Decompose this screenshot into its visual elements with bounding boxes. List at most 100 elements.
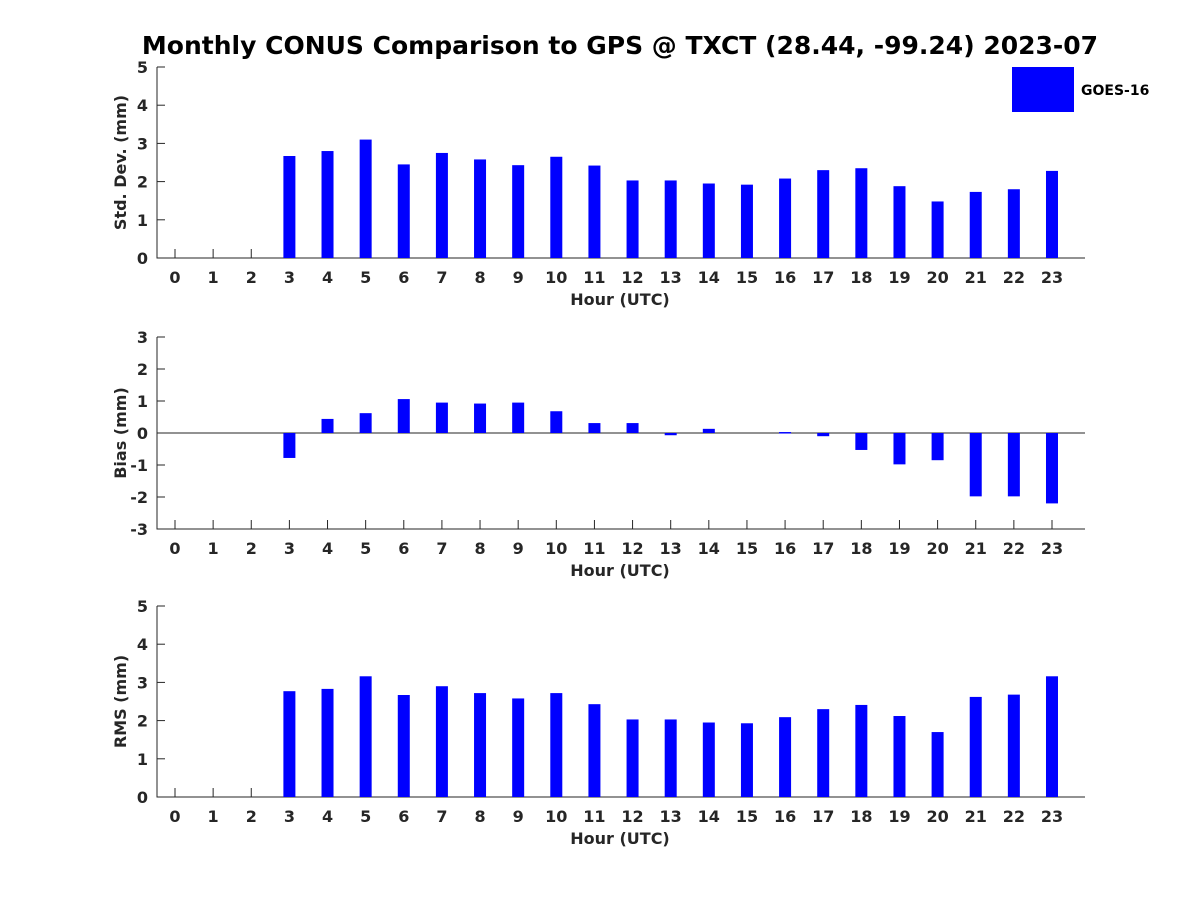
bar-hour-20: [931, 433, 944, 461]
x-tick-label: 21: [965, 268, 987, 287]
y-tick-label: 2: [137, 360, 148, 379]
x-axis-label: Hour (UTC): [570, 561, 670, 580]
y-tick-label: 1: [137, 392, 148, 411]
bar-hour-4: [321, 688, 334, 797]
x-tick-label: 3: [284, 807, 295, 826]
x-tick-label: 15: [736, 268, 758, 287]
x-tick-label: 11: [583, 539, 605, 558]
y-tick-label: -2: [130, 488, 148, 507]
y-tick-label: 4: [137, 635, 148, 654]
bar-hour-15: [740, 184, 753, 258]
bar-hour-16: [779, 432, 792, 434]
x-tick-label: 21: [965, 807, 987, 826]
bar-hour-5: [359, 139, 372, 258]
bar-hour-7: [435, 152, 448, 258]
bar-hour-14: [702, 428, 715, 433]
bar-hour-14: [702, 183, 715, 258]
y-tick-label: 1: [137, 750, 148, 769]
x-tick-label: 6: [398, 539, 409, 558]
chart-title: Monthly CONUS Comparison to GPS @ TXCT (…: [142, 31, 1098, 60]
x-axis-label: Hour (UTC): [570, 290, 670, 309]
x-tick-label: 1: [208, 539, 219, 558]
bar-hour-20: [931, 201, 944, 258]
bar-hour-18: [855, 168, 868, 258]
legend-swatch: [1012, 67, 1074, 112]
bar-hour-17: [817, 433, 830, 437]
x-tick-label: 23: [1041, 539, 1063, 558]
x-tick-label: 6: [398, 807, 409, 826]
x-tick-label: 0: [169, 268, 180, 287]
axis-frame: [156, 67, 1085, 259]
x-tick-label: 1: [208, 807, 219, 826]
x-tick-label: 9: [513, 268, 524, 287]
y-tick-label: 1: [137, 211, 148, 230]
bar-hour-19: [893, 186, 906, 258]
y-tick-label: 3: [137, 673, 148, 692]
bar-hour-12: [626, 719, 639, 797]
bar-hour-22: [1007, 694, 1020, 797]
bar-hour-20: [931, 732, 944, 797]
bar-hour-6: [397, 695, 410, 797]
bar-hour-22: [1007, 189, 1020, 258]
x-tick-label: 8: [474, 807, 485, 826]
y-tick-label: -3: [130, 520, 148, 539]
bar-hour-4: [321, 151, 334, 258]
bar-hour-13: [664, 719, 677, 797]
bar-hour-21: [969, 433, 982, 497]
x-tick-label: 17: [812, 268, 834, 287]
bar-hour-21: [969, 191, 982, 258]
bar-hour-10: [550, 411, 563, 433]
x-tick-label: 4: [322, 268, 333, 287]
x-tick-label: 4: [322, 539, 333, 558]
x-tick-label: 13: [660, 807, 682, 826]
x-tick-label: 17: [812, 539, 834, 558]
bar-hour-7: [435, 686, 448, 797]
x-tick-label: 18: [850, 539, 872, 558]
bar-hour-6: [397, 399, 410, 433]
y-tick-label: 2: [137, 173, 148, 192]
y-axis-label: Std. Dev. (mm): [111, 95, 130, 230]
x-tick-label: 0: [169, 807, 180, 826]
bar-hour-13: [664, 180, 677, 258]
x-tick-label: 23: [1041, 268, 1063, 287]
bar-hour-23: [1045, 433, 1058, 504]
x-tick-label: 13: [660, 268, 682, 287]
x-tick-label: 8: [474, 539, 485, 558]
bar-hour-11: [588, 704, 601, 797]
x-tick-label: 16: [774, 268, 796, 287]
x-tick-label: 18: [850, 807, 872, 826]
x-tick-label: 5: [360, 268, 371, 287]
x-tick-label: 20: [926, 268, 948, 287]
bar-hour-18: [855, 704, 868, 797]
y-tick-label: 5: [137, 58, 148, 77]
x-tick-label: 5: [360, 539, 371, 558]
x-tick-label: 8: [474, 268, 485, 287]
y-tick-label: 0: [137, 788, 148, 807]
x-tick-label: 19: [888, 807, 910, 826]
bar-hour-16: [779, 178, 792, 258]
x-tick-label: 17: [812, 807, 834, 826]
legend: GOES-16: [1012, 67, 1149, 112]
x-tick-label: 2: [246, 268, 257, 287]
x-tick-label: 11: [583, 807, 605, 826]
x-tick-label: 14: [698, 268, 720, 287]
x-tick-label: 12: [621, 268, 643, 287]
x-tick-label: 19: [888, 268, 910, 287]
x-tick-label: 7: [436, 268, 447, 287]
bar-hour-11: [588, 423, 601, 433]
x-tick-label: 22: [1003, 268, 1025, 287]
bar-hour-5: [359, 413, 372, 433]
x-axis-label: Hour (UTC): [570, 829, 670, 848]
y-tick-label: 5: [137, 597, 148, 616]
x-tick-label: 18: [850, 268, 872, 287]
bar-hour-17: [817, 170, 830, 258]
bar-hour-5: [359, 676, 372, 797]
x-tick-label: 5: [360, 807, 371, 826]
bar-hour-4: [321, 418, 334, 433]
x-tick-label: 20: [926, 807, 948, 826]
y-axis-label: Bias (mm): [111, 387, 130, 479]
x-tick-label: 3: [284, 539, 295, 558]
